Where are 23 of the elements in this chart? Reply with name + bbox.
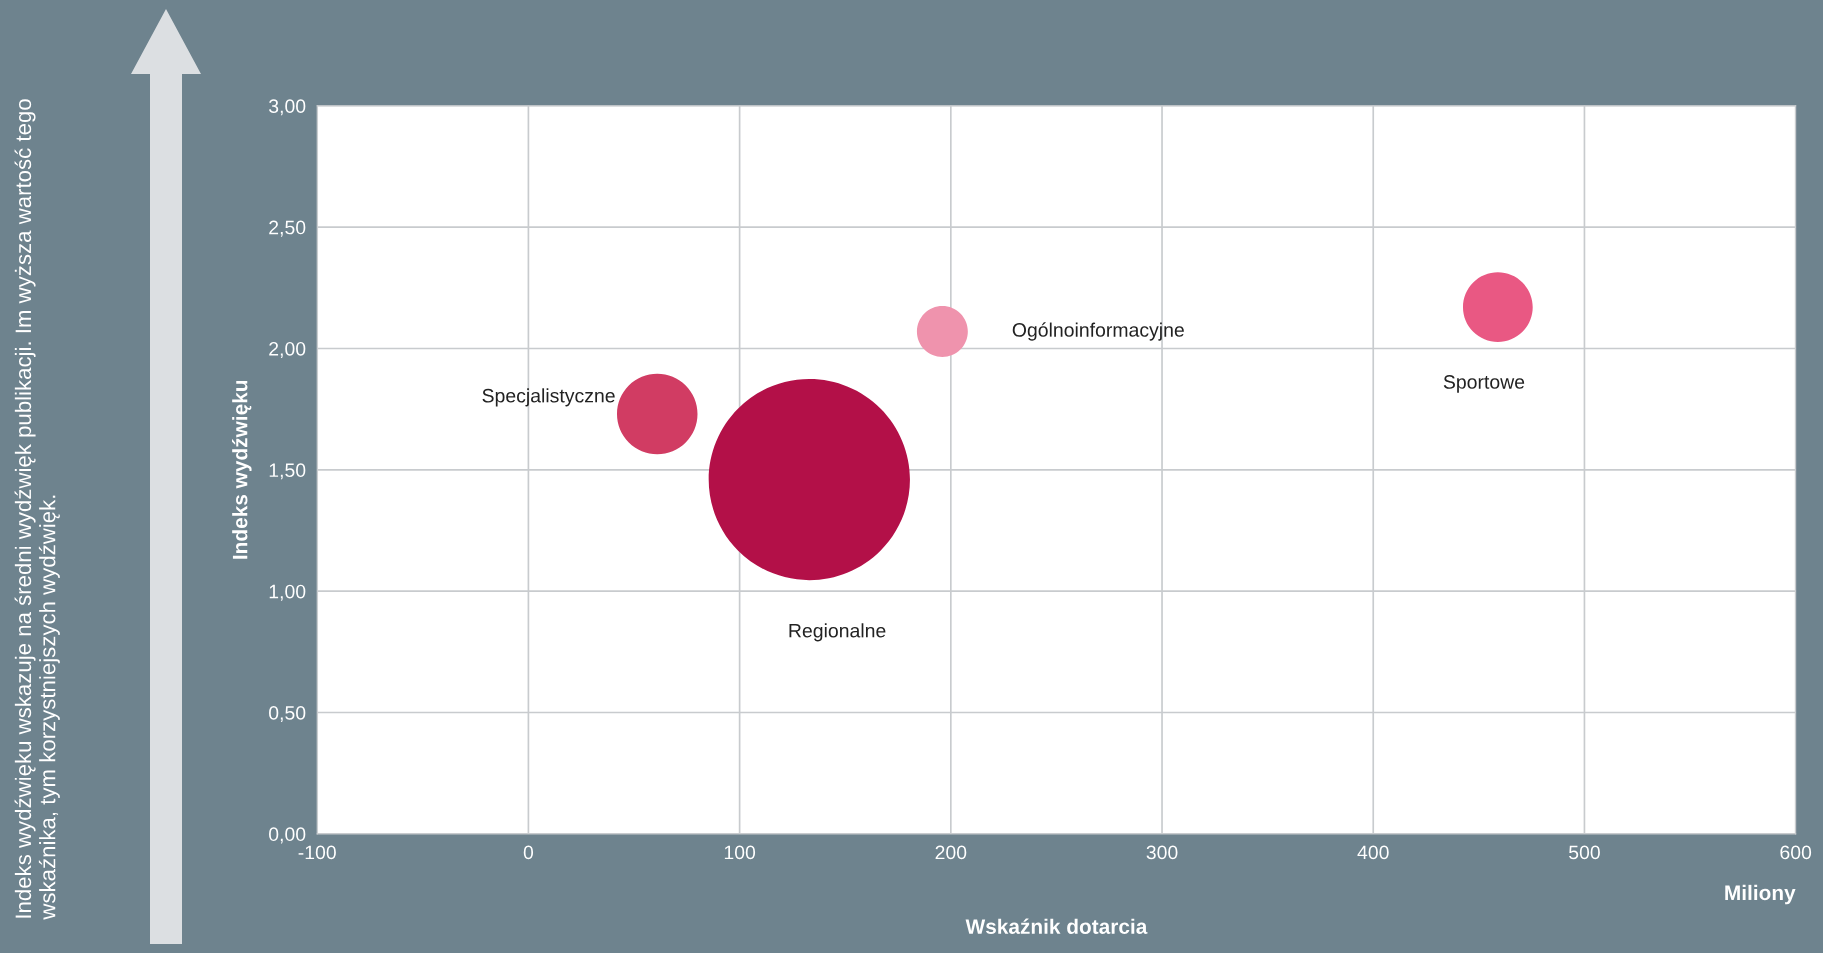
y-tick-label: 2,50 (269, 220, 306, 237)
x-tick-label: 100 (724, 845, 756, 860)
series-label: Specjalistyczne (482, 388, 615, 407)
x-tick-label: 200 (935, 845, 967, 860)
y-tick-label: 1,50 (269, 463, 306, 480)
text: Regionalne (789, 623, 886, 642)
x-tick-label: 300 (1146, 845, 1178, 860)
text: Miliony (1725, 884, 1796, 905)
y-tick-label: 2,00 (269, 341, 306, 359)
y-tick-label: 1,00 (269, 584, 306, 601)
series-label: Sportowe (1443, 375, 1525, 393)
x-tick-label: 500 (1569, 845, 1600, 860)
y-tick-label: 3,00 (268, 99, 306, 116)
x-tick-label: 600 (1780, 845, 1812, 860)
x-tick-label: -100 (298, 845, 336, 860)
y-axis-title: Indeks wydźwięku (231, 380, 252, 559)
text: Indeks wydźwięku wskazuje na średni wydźwięk publikacji. Im wyższa wartość tego wskaźnika, tym korzystniejszych wydźwięk. (14, 99, 60, 920)
y-tick-label: 0,50 (269, 705, 306, 723)
x-tick-label: 400 (1357, 845, 1389, 860)
text: Ogólnoinformacyjne (1012, 322, 1184, 341)
y-tick-label: 0,00 (269, 827, 306, 844)
x-axis-title: Wskaźnik dotarcia (965, 918, 1148, 934)
x-tick-label: 0 (523, 845, 534, 860)
